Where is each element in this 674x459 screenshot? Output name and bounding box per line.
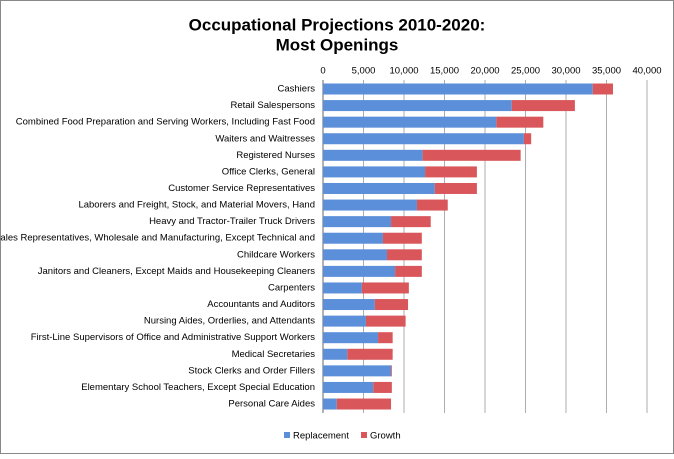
y-tick-label: First-Line Supervisors of Office and Adm…: [31, 332, 315, 343]
bar-segment: [434, 182, 477, 194]
bar-segment: [365, 315, 406, 327]
bar-segment: [323, 249, 387, 261]
y-tick-label: Registered Nurses: [236, 150, 315, 161]
bar-segment: [336, 398, 392, 410]
bar-segment: [323, 149, 423, 161]
x-tick-label: 20,000: [470, 66, 499, 77]
bar-segment: [391, 216, 431, 228]
bar-segment: [391, 365, 392, 377]
bar-segment: [323, 83, 593, 95]
bar-segment: [323, 100, 512, 112]
x-tick-label: 30,000: [551, 66, 580, 77]
bar-segment: [378, 332, 393, 344]
bar-segment: [323, 216, 392, 228]
y-tick-label: Sales Representatives, Wholesale and Man…: [0, 233, 315, 244]
bar-segment: [323, 116, 497, 128]
y-tick-label: Elementary School Teachers, Except Speci…: [81, 382, 315, 393]
bar-segment: [496, 116, 544, 128]
y-tick-label: Waiters and Waitresses: [215, 133, 315, 144]
y-tick-label: Stock Clerks and Order Fillers: [188, 365, 315, 376]
bar-segment: [425, 166, 477, 178]
bar-segment: [323, 381, 374, 393]
x-tick-label: 5,000: [352, 66, 376, 77]
bar-segment: [323, 166, 426, 178]
y-tick-label: Medical Secretaries: [232, 349, 316, 360]
legend-label: Replacement: [293, 431, 349, 442]
bar-segment: [511, 100, 575, 112]
bar-segment: [323, 332, 379, 344]
bar-segment: [373, 381, 392, 393]
legend-swatch: [284, 432, 290, 438]
x-tick-label: 10,000: [389, 66, 418, 77]
x-tick-label: 15,000: [430, 66, 459, 77]
bar-segment: [323, 398, 337, 410]
bar-segment: [416, 199, 448, 211]
bar-segment: [323, 348, 348, 360]
x-tick-label: 25,000: [511, 66, 540, 77]
bar-segment: [382, 232, 422, 244]
bar-segment: [592, 83, 613, 95]
y-tick-label: Accountants and Auditors: [207, 299, 315, 310]
bar-segment: [323, 232, 383, 244]
bar-segment: [323, 182, 435, 194]
y-tick-label: Childcare Workers: [237, 249, 315, 260]
bar-segment: [374, 299, 409, 311]
legend-swatch: [360, 432, 367, 438]
chart-title: Occupational Projections 2010-2020:: [189, 15, 486, 34]
y-tick-label: Personal Care Aides: [228, 399, 315, 410]
bar-segment: [323, 365, 392, 377]
y-tick-label: Customer Service Representatives: [168, 183, 315, 194]
bar-segment: [361, 282, 409, 294]
y-tick-label: Retail Salespersons: [231, 100, 316, 111]
bar-segment: [386, 249, 422, 261]
bar-segment: [323, 133, 524, 145]
y-tick-label: Janitors and Cleaners, Except Maids and …: [38, 266, 315, 277]
y-tick-label: Laborers and Freight, Stock, and Materia…: [78, 200, 315, 211]
y-tick-label: Nursing Aides, Orderlies, and Attendants: [144, 316, 315, 327]
x-tick-label: 40,000: [632, 66, 661, 77]
x-tick-label: 0: [320, 66, 325, 77]
bar-segment: [323, 315, 366, 327]
y-tick-label: Heavy and Tractor-Trailer Truck Drivers: [149, 216, 315, 227]
bar-segment: [323, 199, 417, 211]
legend-label: Growth: [370, 431, 401, 442]
bar-segment: [323, 299, 375, 311]
bar-segment: [323, 265, 396, 277]
bar-segment: [347, 348, 393, 360]
x-tick-label: 35,000: [592, 66, 621, 77]
y-tick-label: Office Clerks, General: [222, 166, 315, 177]
bar-segment: [422, 149, 521, 161]
y-tick-label: Cashiers: [278, 84, 316, 95]
y-tick-label: Carpenters: [268, 282, 315, 293]
chart-title: Most Openings: [276, 35, 399, 54]
bar-segment: [395, 265, 422, 277]
bar-segment: [523, 133, 532, 145]
bar-segment: [323, 282, 362, 294]
y-tick-label: Combined Food Preparation and Serving Wo…: [16, 117, 315, 128]
